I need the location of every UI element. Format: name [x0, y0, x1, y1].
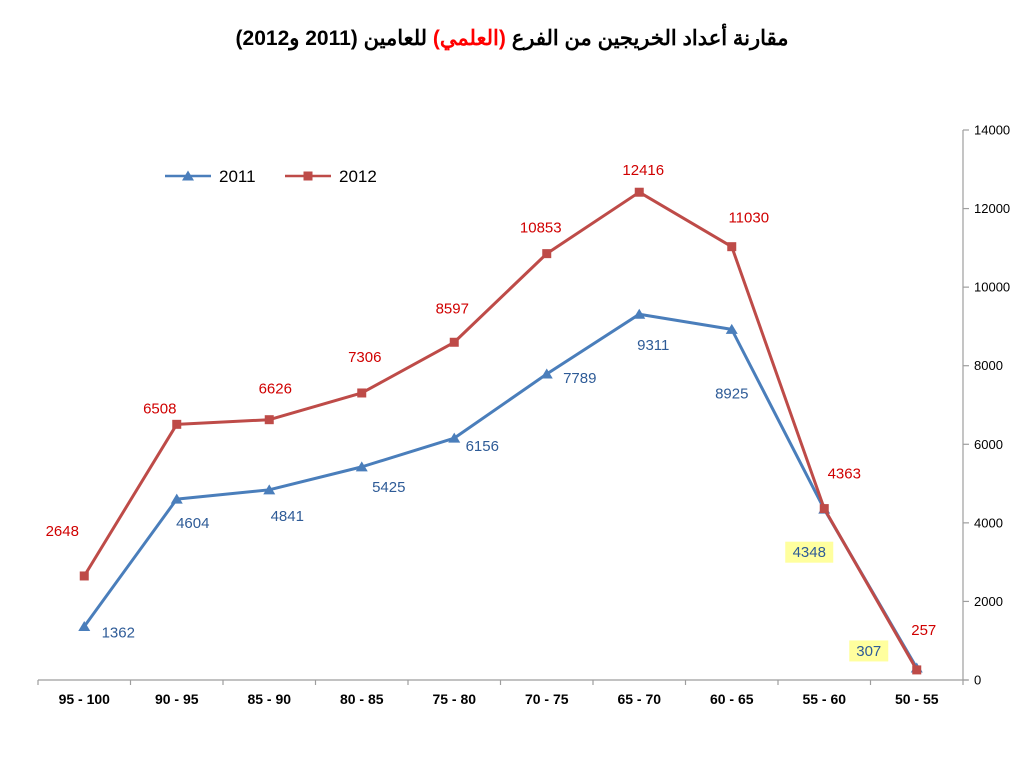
y-axis-tick-label: 10000 — [974, 280, 1010, 295]
data-label-2011: 8925 — [715, 385, 748, 402]
data-label-2011: 4348 — [793, 544, 826, 561]
data-label-2012: 4363 — [828, 466, 861, 483]
chart-title: مقارنة أعداد الخريجين من الفرع (العلمي) … — [0, 26, 1024, 51]
legend-label-2011: 2011 — [219, 167, 256, 186]
point-marker-2012 — [357, 388, 367, 398]
data-label-2012: 2648 — [46, 523, 79, 540]
point-marker-2011 — [540, 368, 553, 379]
point-marker-2012 — [727, 242, 737, 252]
data-label-2011: 7789 — [563, 370, 596, 387]
point-marker-2012 — [819, 504, 829, 514]
data-label-2012: 10853 — [520, 220, 562, 237]
point-marker-2011 — [633, 308, 646, 319]
x-category-label: 95 - 100 — [59, 691, 111, 707]
point-marker-2011 — [263, 484, 276, 495]
data-label-2011: 1362 — [102, 624, 135, 641]
x-category-label: 65 - 70 — [617, 691, 661, 707]
point-marker-2012 — [264, 415, 274, 425]
data-label-2012: 6626 — [259, 381, 292, 398]
point-marker-2011 — [355, 461, 368, 472]
point-marker-2011 — [725, 323, 738, 334]
title-part1: مقارنة أعداد الخريجين من الفرع — [505, 27, 789, 50]
data-label-highlight — [785, 541, 834, 563]
point-marker-2012 — [79, 571, 89, 581]
point-marker-2012 — [634, 187, 644, 197]
point-marker-2012 — [912, 665, 922, 675]
x-category-label: 85 - 90 — [247, 691, 291, 707]
y-axis-tick-label: 8000 — [974, 358, 1003, 373]
x-category-label: 50 - 55 — [895, 691, 939, 707]
y-axis-tick-label: 6000 — [974, 437, 1003, 452]
data-label-2011: 4841 — [271, 508, 304, 525]
x-category-label: 55 - 60 — [802, 691, 846, 707]
point-marker-2012 — [172, 419, 182, 429]
data-label-2012: 12416 — [622, 162, 664, 179]
data-label-highlight — [849, 640, 889, 662]
data-label-2011: 5425 — [372, 479, 405, 496]
x-category-label: 90 - 95 — [155, 691, 199, 707]
series-line-2012 — [82, 190, 919, 671]
y-axis-tick-label: 2000 — [974, 594, 1003, 609]
legend-marker-2012 — [303, 171, 313, 181]
data-label-2012: 6508 — [143, 400, 176, 417]
title-part2: للعامين (2011 و2012) — [235, 27, 428, 50]
data-label-2011: 6156 — [466, 438, 499, 455]
data-label-2011: 4604 — [176, 515, 209, 532]
x-category-label: 70 - 75 — [525, 691, 569, 707]
x-category-label: 75 - 80 — [432, 691, 476, 707]
legend-label-2012: 2012 — [339, 167, 377, 186]
data-label-2012: 11030 — [728, 210, 769, 227]
point-marker-2011 — [78, 620, 91, 631]
y-axis-tick-label: 14000 — [974, 123, 1010, 138]
y-axis-tick-label: 0 — [974, 673, 981, 688]
title-highlight: (العلمي) — [432, 27, 506, 50]
data-label-2012: 7306 — [348, 349, 381, 366]
data-label-2012: 257 — [911, 622, 936, 639]
series-line-2011 — [83, 312, 919, 669]
x-category-label: 60 - 65 — [710, 691, 754, 707]
y-axis-tick-label: 12000 — [974, 201, 1010, 216]
point-marker-2012 — [449, 337, 459, 347]
x-category-label: 80 - 85 — [340, 691, 384, 707]
y-axis-tick-label: 4000 — [974, 515, 1003, 530]
point-marker-2011 — [170, 493, 183, 504]
data-label-2012: 8597 — [436, 300, 469, 317]
point-marker-2011 — [448, 432, 461, 443]
data-label-2011: 9311 — [637, 337, 669, 354]
point-marker-2012 — [542, 249, 552, 259]
legend-marker-2011 — [182, 170, 194, 181]
data-label-2011: 307 — [856, 643, 881, 660]
